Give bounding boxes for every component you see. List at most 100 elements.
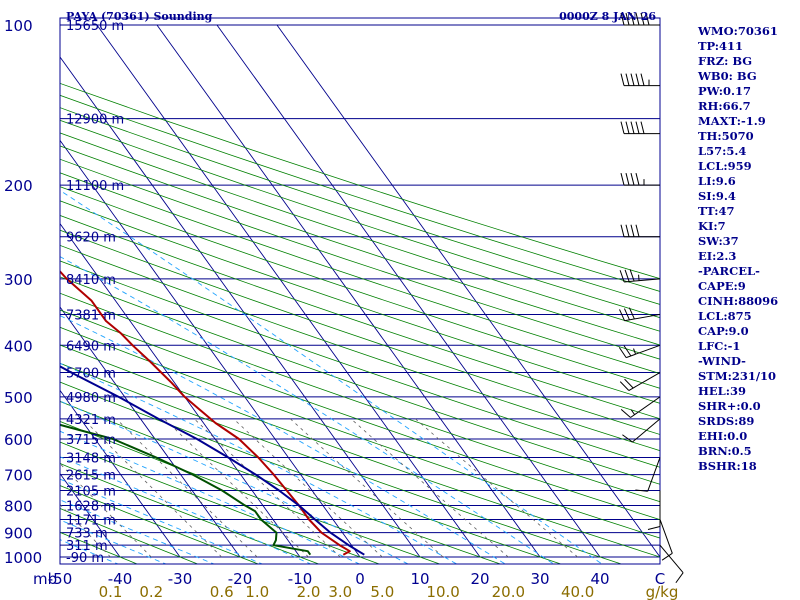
mixing-ratio-line xyxy=(415,418,578,558)
isotherm-line xyxy=(60,222,301,558)
dry-adiabat-line xyxy=(60,441,381,564)
mixing-ratio-unit-label: g/kg xyxy=(646,583,679,600)
isotherm-line xyxy=(156,24,541,558)
dry-adiabat-line xyxy=(60,362,623,564)
wind-barb xyxy=(620,224,660,238)
index-line: STM:231/10 xyxy=(698,369,777,383)
index-line: PW:0.17 xyxy=(698,84,752,98)
wind-barb xyxy=(620,173,660,186)
index-line: SHR+:0.0 xyxy=(698,399,761,413)
chart-title: PAYA (70361) Sounding xyxy=(66,10,213,23)
temperature-tick-label: -50 xyxy=(48,570,73,588)
dry-adiabat-line xyxy=(60,292,660,503)
index-line: -PARCEL- xyxy=(698,264,760,278)
wind-barb xyxy=(619,307,661,322)
height-label: 9620 m xyxy=(66,231,116,246)
mixing-ratio-tick-label: 5.0 xyxy=(370,583,394,600)
height-label: 12900 m xyxy=(66,113,124,128)
dry-adiabat-line xyxy=(60,260,660,468)
height-label: 11100 m xyxy=(66,179,124,194)
height-label: 5700 m xyxy=(66,367,116,382)
dry-adiabat-line xyxy=(60,309,660,521)
dry-adiabat-line xyxy=(60,119,660,319)
mixing-ratio-line xyxy=(350,418,509,558)
height-label: 4980 m xyxy=(66,391,116,406)
wind-barb xyxy=(618,344,661,359)
valid-time: 0000Z 8 JAN 26 xyxy=(559,10,656,23)
dry-adiabat-line xyxy=(60,158,660,360)
mixing-ratio-tick-label: 10.0 xyxy=(426,583,459,600)
height-label: -90 m xyxy=(66,551,104,566)
mixing-ratio-line xyxy=(116,418,258,558)
dry-adiabat-line xyxy=(60,172,660,374)
index-line: EI:2.3 xyxy=(698,249,737,263)
wind-barb xyxy=(647,490,661,531)
temperature-tick-label: 10 xyxy=(410,570,429,588)
pressure-tick-label: 900 xyxy=(4,525,33,543)
height-label: 311 m xyxy=(66,539,108,554)
height-label: 2615 m xyxy=(66,469,116,484)
height-label: 4321 m xyxy=(66,413,116,428)
index-line: WB0: BG xyxy=(698,69,757,83)
dry-adiabat-line xyxy=(60,132,660,332)
mixing-ratio-line xyxy=(194,418,341,558)
index-line: EHI:0.0 xyxy=(698,429,748,443)
wind-barb xyxy=(659,519,673,561)
temperature-tick-label: 0 xyxy=(355,570,365,588)
isotherm-line xyxy=(60,306,241,558)
moist-adiabat-line xyxy=(60,400,409,564)
dry-adiabat-line xyxy=(60,229,660,435)
moist-adiabat-line xyxy=(60,256,555,564)
dry-adiabat-line xyxy=(60,145,660,346)
mixing-ratio-tick-label: 0.6 xyxy=(210,583,234,600)
temperature-tick-label: -10 xyxy=(288,570,313,588)
dry-adiabat-line xyxy=(60,485,260,564)
pressure-unit-label: mb xyxy=(33,570,57,588)
temperature-tick-label: -30 xyxy=(168,570,193,588)
wind-barb xyxy=(620,12,660,26)
temperature-unit-label: C xyxy=(655,570,665,588)
dry-adiabat-line xyxy=(60,107,660,305)
index-line: WMO:70361 xyxy=(698,24,778,38)
pressure-tick-label: 1000 xyxy=(4,549,42,567)
index-line: LI:9.6 xyxy=(698,174,736,188)
parcel-path-trace xyxy=(60,365,365,556)
pressure-tick-label: 600 xyxy=(4,431,33,449)
index-line: SW:37 xyxy=(698,234,739,248)
moist-adiabat-line xyxy=(60,362,458,564)
isotherm-line xyxy=(60,139,361,558)
pressure-tick-label: 400 xyxy=(4,337,33,355)
index-line: LFC:-1 xyxy=(698,339,741,353)
isotherm-line xyxy=(216,24,601,558)
index-line: BRN:0.5 xyxy=(698,444,752,458)
height-label: 7381 m xyxy=(66,308,116,323)
height-label: 2105 m xyxy=(66,485,116,500)
index-line: LCL:875 xyxy=(698,309,752,323)
height-label: 6490 m xyxy=(66,339,116,354)
mixing-ratio-line xyxy=(164,418,309,558)
index-line: TH:5070 xyxy=(698,129,754,143)
height-label: 733 m xyxy=(66,527,108,542)
index-line: CAP:9.0 xyxy=(698,324,749,338)
temperature-tick-label: 30 xyxy=(530,570,549,588)
mixing-ratio-tick-label: 3.0 xyxy=(328,583,352,600)
pressure-tick-label: 100 xyxy=(4,17,33,35)
pressure-tick-label: 700 xyxy=(4,467,33,485)
mixing-ratio-tick-label: 2.0 xyxy=(297,583,321,600)
isotherm-line xyxy=(60,389,181,558)
dry-adiabat-line xyxy=(60,215,660,420)
isotherm-line xyxy=(60,56,421,558)
height-label: 3715 m xyxy=(66,433,116,448)
mixing-ratio-tick-label: 0.2 xyxy=(139,583,163,600)
wind-barb xyxy=(620,121,660,135)
dry-adiabat-line xyxy=(60,276,660,485)
wind-barb xyxy=(659,544,684,584)
index-line: TT:47 xyxy=(698,204,735,218)
index-line: CINH:88096 xyxy=(698,294,779,308)
index-line: LCL:959 xyxy=(698,159,752,173)
mixing-ratio-line xyxy=(82,418,222,558)
dew-point-trace xyxy=(60,423,312,556)
isotherm-line xyxy=(96,24,481,558)
index-line: TP:411 xyxy=(698,39,744,53)
